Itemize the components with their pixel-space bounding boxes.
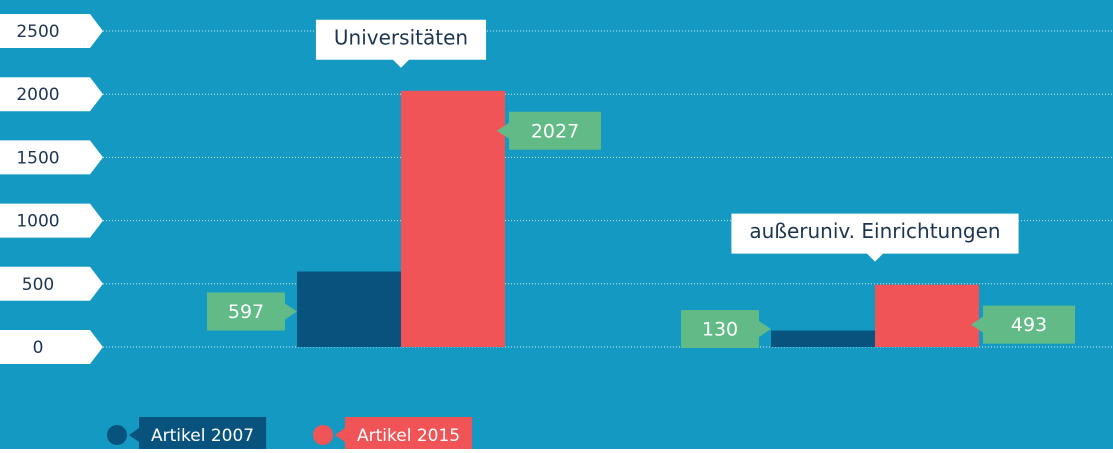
category-box (731, 213, 1019, 262)
bar (297, 271, 401, 347)
y-tick-box (0, 77, 103, 112)
y-tick-box (0, 140, 103, 175)
y-tick-label: 1500 (16, 148, 59, 168)
value-label: 2027 (531, 120, 579, 142)
legend-box (129, 417, 267, 453)
y-tick-box (0, 266, 103, 301)
bar (401, 90, 505, 347)
y-tick-box (0, 330, 103, 364)
category-box (315, 19, 487, 68)
y-tick-label: 1000 (16, 212, 59, 232)
legend-marker (313, 425, 333, 445)
value-label: 493 (1011, 314, 1047, 336)
category-label: außeruniv. Einrichtungen (749, 219, 1000, 243)
legend-label: Artikel 2015 (357, 426, 460, 446)
y-tick-label: 2500 (16, 22, 59, 42)
bar (875, 284, 979, 347)
value-label-box (681, 310, 771, 348)
y-tick-label: 500 (22, 275, 54, 295)
legend-marker (107, 425, 127, 445)
legend-label: Artikel 2007 (151, 426, 254, 446)
y-tick-box (0, 14, 103, 48)
value-label-box (497, 111, 601, 150)
value-label-box (971, 305, 1075, 344)
y-tick-label: 2000 (16, 85, 59, 105)
legend-box (335, 417, 473, 453)
value-label-box (207, 292, 297, 331)
category-label: Universitäten (334, 25, 468, 49)
bar (771, 330, 875, 347)
y-tick-box (0, 203, 103, 238)
y-tick-label: 0 (33, 338, 44, 358)
value-label: 130 (702, 319, 738, 341)
value-label: 597 (228, 301, 264, 323)
